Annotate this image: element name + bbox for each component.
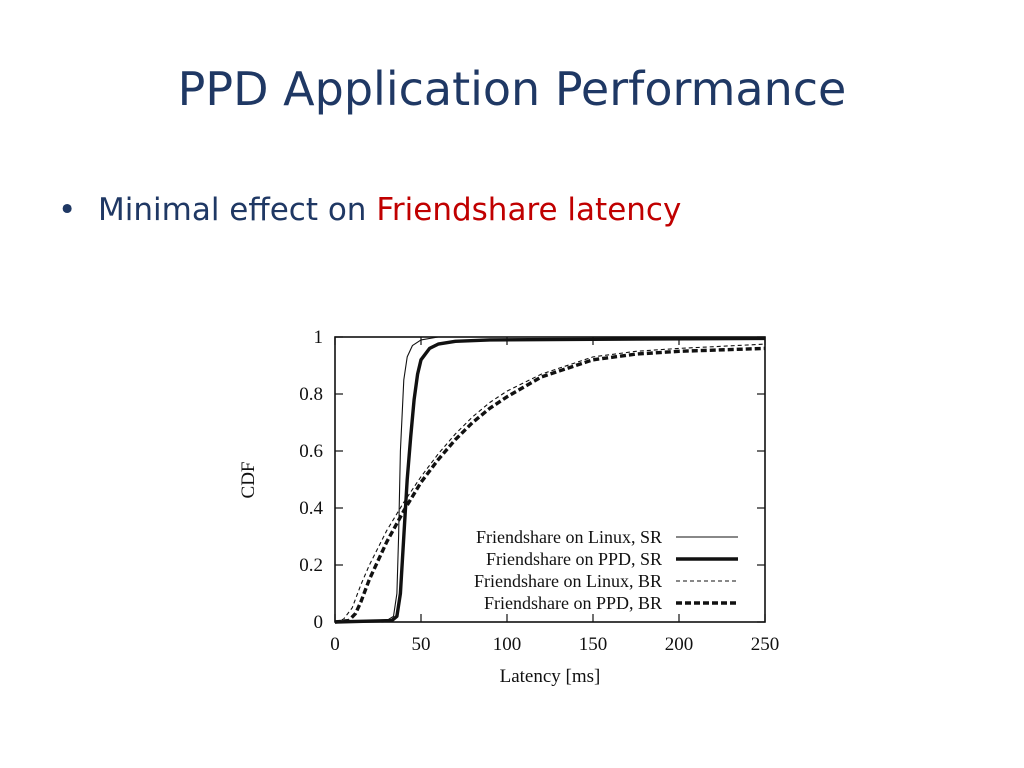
y-tick-label: 1 xyxy=(314,327,324,348)
legend-label-4: Friendshare on PPD, BR xyxy=(484,593,662,613)
x-tick-label: 100 xyxy=(493,634,522,655)
legend-label-3: Friendshare on Linux, BR xyxy=(474,571,662,591)
series-lines xyxy=(334,336,766,624)
series-line-1 xyxy=(334,336,765,623)
series-line-3 xyxy=(334,343,766,623)
cdf-chart: 0 50 100 150 200 250 0 0.2 0.4 0.6 0.8 1 Friendshar… xyxy=(238,327,780,687)
x-tick-label: 150 xyxy=(579,634,608,655)
x-tick-label: 250 xyxy=(751,634,780,655)
y-tick-label: 0.4 xyxy=(299,498,323,519)
bullet-highlight: Friendshare latency xyxy=(376,192,682,228)
x-axis-label: Latency [ms] xyxy=(500,666,601,687)
x-tick-label: 0 xyxy=(330,634,340,655)
legend-label-2: Friendshare on PPD, SR xyxy=(486,549,662,569)
legend-label-1: Friendshare on Linux, SR xyxy=(476,527,662,547)
y-tick-label: 0.8 xyxy=(299,384,323,405)
series-line-2 xyxy=(334,336,766,624)
series-line-4 xyxy=(334,346,766,624)
bullet-marker: • xyxy=(58,192,77,228)
x-tick-label: 50 xyxy=(412,634,431,655)
y-tick-label: 0 xyxy=(314,612,324,633)
bullet-text: Minimal effect on xyxy=(98,192,377,228)
y-tick-label: 0.6 xyxy=(299,441,323,462)
x-tick-label: 200 xyxy=(665,634,694,655)
y-tick-label: 0.2 xyxy=(299,555,323,576)
bullet-point: • Minimal effect on Friendshare latency xyxy=(58,192,681,228)
slide-title: PPD Application Performance xyxy=(177,62,847,116)
y-axis-label: CDF xyxy=(238,462,259,499)
